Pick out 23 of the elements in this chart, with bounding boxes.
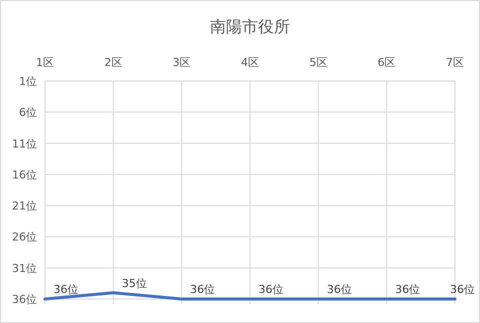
x-tick-label: 7区: [446, 56, 464, 69]
chart-title: 南陽市役所: [210, 17, 290, 36]
y-tick-label: 6位: [19, 106, 37, 120]
data-label: 36位: [326, 283, 352, 296]
x-tick-label: 6区: [378, 56, 396, 69]
y-tick-label: 11位: [12, 137, 37, 150]
data-label: 36位: [395, 283, 420, 296]
y-tick-label: 26位: [12, 230, 37, 244]
data-label: 35位: [122, 276, 147, 290]
data-label: 36位: [450, 283, 475, 296]
x-tick-label: 3区: [172, 56, 191, 69]
data-label: 36位: [54, 283, 78, 296]
x-tick-label: 5区: [309, 56, 328, 69]
x-tick-label: 2区: [104, 56, 122, 69]
x-tick-label: 1区: [36, 56, 54, 69]
y-tick-label: 36位: [12, 293, 37, 306]
y-tick-label: 21位: [12, 200, 37, 213]
data-label: 36位: [258, 283, 284, 296]
y-tick-label: 16位: [12, 168, 37, 182]
y-tick-label: 1位: [19, 75, 37, 88]
x-tick-label: 4区: [241, 56, 259, 69]
y-tick-label: 31位: [12, 262, 37, 275]
data-label: 36位: [190, 283, 216, 296]
